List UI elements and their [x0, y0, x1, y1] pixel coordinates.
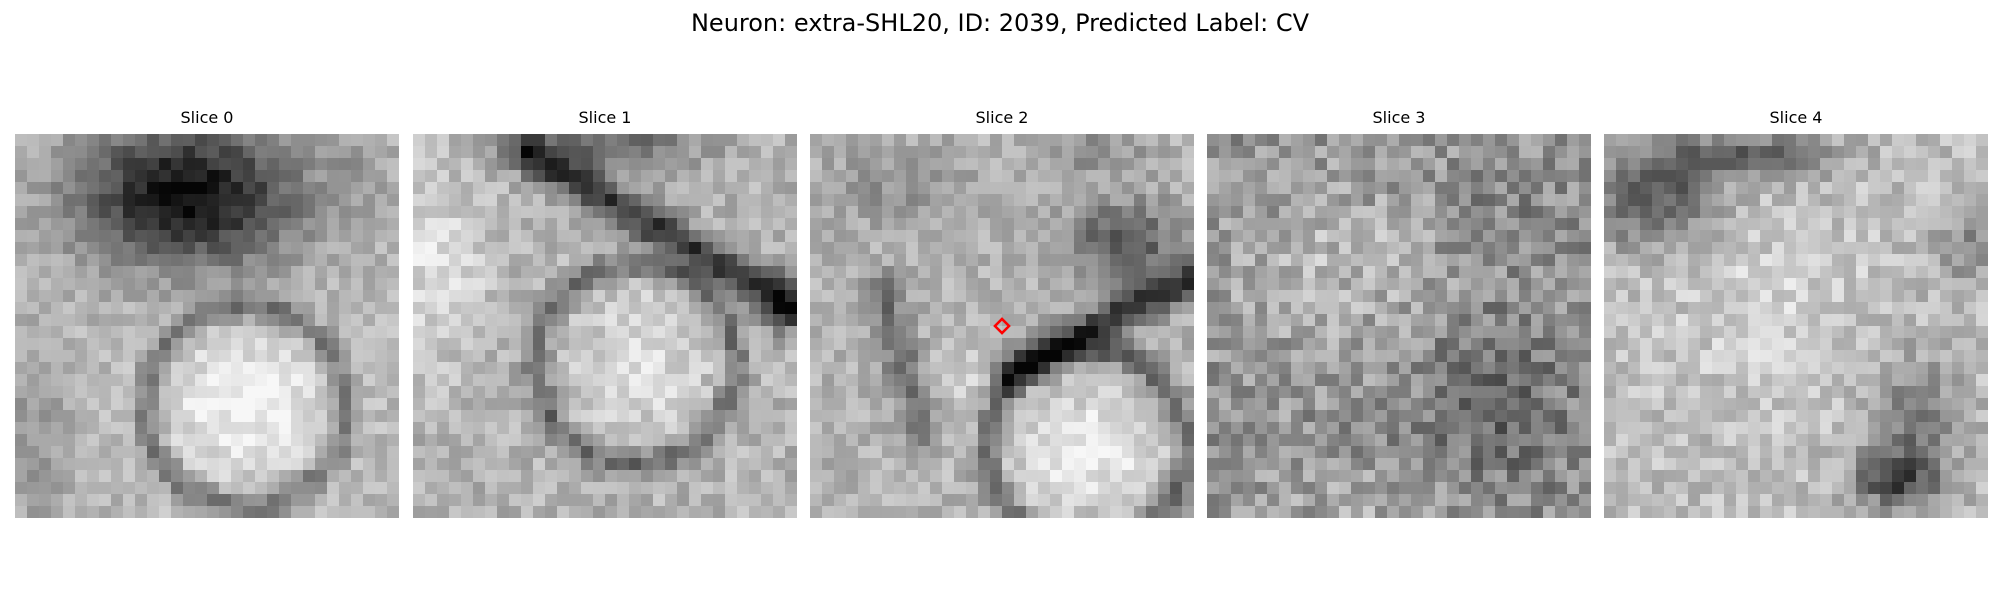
slice-pixels: [413, 134, 797, 518]
slice-pixels: [1207, 134, 1591, 518]
slice-title: Slice 4: [1769, 108, 1823, 127]
slice-title: Slice 0: [180, 108, 234, 127]
figure-title: Neuron: extra-SHL20, ID: 2039, Predicted…: [690, 9, 1310, 37]
slice-pixels: [810, 134, 1194, 518]
slice-image: [1604, 134, 1988, 518]
slice-image: [15, 134, 399, 518]
slice-title: Slice 2: [975, 108, 1029, 127]
slice-title: Slice 3: [1372, 108, 1426, 127]
slice-title: Slice 1: [578, 108, 632, 127]
slice-image: [413, 134, 797, 518]
slice-pixels: [1604, 134, 1988, 518]
slice-image: [810, 134, 1194, 518]
red-diamond-marker: [993, 317, 1011, 335]
slice-pixels: [15, 134, 399, 518]
slice-image: [1207, 134, 1591, 518]
